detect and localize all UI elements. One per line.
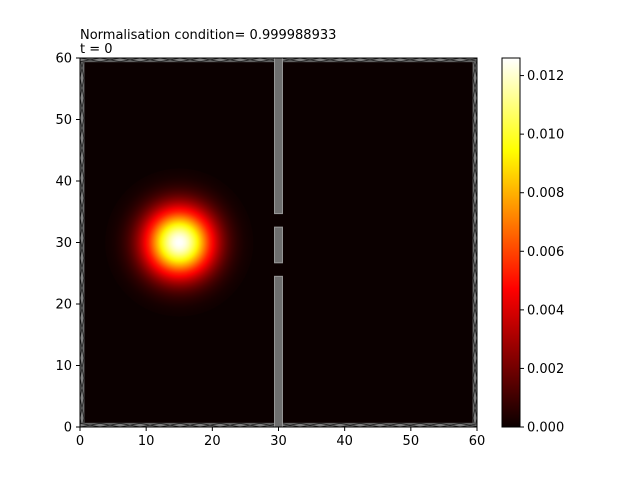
colorbar-tick-label: 0.000 (527, 421, 564, 436)
colorbar-tick-label: 0.012 (527, 69, 564, 84)
barrier-lower (274, 275, 283, 427)
chart-title: Normalisation condition= 0.999988933 t =… (80, 28, 336, 57)
wall-left-body (80, 58, 85, 427)
x-tick-label: 20 (204, 434, 221, 449)
colorbar-ticks: 0.000 0.002 0.004 0.006 0.008 0.010 0.012 (520, 69, 564, 436)
colorbar-tick-label: 0.004 (527, 303, 564, 318)
title-line-1: Normalisation condition= 0.999988933 (80, 28, 336, 43)
wall-left-hatch (80, 58, 85, 427)
x-axis: 0 10 20 30 40 50 60 (76, 427, 485, 449)
barrier-lower-body (274, 275, 283, 427)
barrier-upper (274, 58, 283, 215)
wall-right (472, 58, 477, 427)
colorbar: 0.000 0.002 0.004 0.006 0.008 0.010 0.012 (501, 57, 564, 436)
x-tick-label: 40 (336, 434, 353, 449)
y-axis: 0 10 20 30 40 50 60 (55, 52, 80, 436)
colorbar-tick-label: 0.002 (527, 362, 564, 377)
barrier-middle-body (274, 226, 283, 264)
wall-left (80, 58, 85, 427)
barrier-upper-body (274, 58, 283, 215)
y-tick-label: 30 (55, 236, 72, 251)
plot-area (79, 57, 478, 428)
x-tick-label: 10 (138, 434, 155, 449)
x-tick-label: 30 (270, 434, 287, 449)
walls (80, 58, 477, 427)
title-line-2: t = 0 (80, 42, 113, 57)
barrier-middle (274, 226, 283, 264)
y-tick-label: 20 (55, 298, 72, 313)
wall-top-hatch (80, 58, 477, 63)
x-tick-label: 50 (403, 434, 420, 449)
wall-right-hatch (472, 58, 477, 427)
colorbar-tick-label: 0.006 (527, 245, 564, 260)
wave-packet (105, 168, 254, 317)
colorbar-gradient (502, 58, 520, 427)
y-tick-label: 0 (64, 421, 72, 436)
x-tick-label: 0 (76, 434, 84, 449)
y-tick-label: 40 (55, 175, 72, 190)
y-tick-label: 50 (55, 113, 72, 128)
wall-bottom-hatch (80, 422, 477, 427)
colorbar-tick-label: 0.008 (527, 186, 564, 201)
y-tick-label: 10 (55, 359, 72, 374)
x-tick-label: 60 (469, 434, 486, 449)
colorbar-frame (501, 57, 521, 428)
y-tick-label: 60 (55, 52, 72, 67)
colorbar-tick-label: 0.010 (527, 128, 564, 143)
